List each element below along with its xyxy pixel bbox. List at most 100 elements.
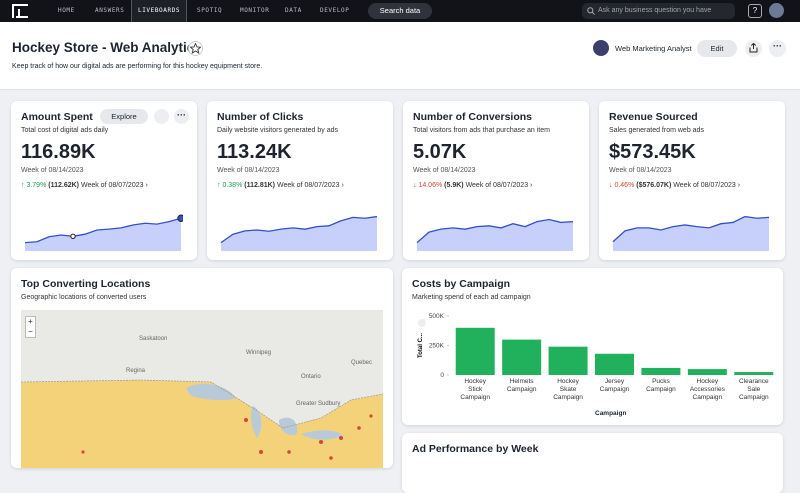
region-fill <box>21 380 383 468</box>
search-button[interactable]: Search data <box>368 3 432 19</box>
x-tick-label: Hockey Stick Campaign <box>460 378 491 401</box>
sparkline-area <box>417 219 573 251</box>
search-icon <box>587 7 595 15</box>
zoom-out[interactable]: − <box>28 327 33 336</box>
help-button[interactable]: ? <box>748 4 762 18</box>
kpi-title: Revenue Sourced <box>609 111 698 123</box>
pin-button[interactable] <box>154 109 169 124</box>
kpi-subtitle: Sales generated from web ads <box>609 127 704 134</box>
compare-week: Week of 08/07/2023 <box>276 182 340 189</box>
bar-chart: 0 250K 500K Total C... <box>418 313 774 379</box>
lake <box>186 383 236 401</box>
sparkline-line <box>612 215 770 243</box>
download-icon <box>418 319 426 327</box>
kpi-title: Number of Conversions <box>413 111 533 123</box>
more-button[interactable]: ··· <box>769 40 786 57</box>
lake <box>250 406 262 438</box>
kpi-value: 113.24K <box>217 141 292 163</box>
nav-item[interactable]: DEVELOP <box>320 7 350 14</box>
y-axis-title[interactable]: Total C... <box>418 333 424 358</box>
kpi-card: Amount Spent Total cost of digital ads da… <box>11 101 197 260</box>
y-tick-label: 500K <box>429 313 445 320</box>
edit-button[interactable]: Edit <box>697 40 737 57</box>
logo[interactable] <box>12 4 28 18</box>
sparkline <box>416 218 574 251</box>
costs-card: Costs by Campaign Marketing spend of eac… <box>402 268 783 425</box>
costs-title: Costs by Campaign <box>412 278 511 290</box>
favorite-button[interactable] <box>188 41 203 56</box>
zoom-controls: + − <box>25 316 36 338</box>
sparkline-area <box>25 218 181 251</box>
nav-item[interactable]: HOME <box>58 7 75 14</box>
kpi-change: ↓ 0.46% ($576.07K) Week of 08/07/2023 › <box>609 182 741 189</box>
kpi-title: Amount Spent <box>21 111 93 123</box>
place-label: Saskatoon <box>139 336 168 342</box>
ad-performance-card: Ad Performance by Week <box>402 433 783 493</box>
kpi-subtitle: Daily website visitors generated by ads <box>217 127 339 134</box>
x-axis-title[interactable]: Campaign <box>595 410 627 417</box>
lake <box>301 430 343 440</box>
kpi-title: Number of Clicks <box>217 111 304 123</box>
sparkline-area <box>221 216 377 251</box>
kpi-week: Week of 08/14/2023 <box>21 167 84 174</box>
sparkline-line <box>24 217 182 244</box>
kpi-card: Number of Clicks Daily website visitors g… <box>207 101 393 260</box>
map-title: Top Converting Locations <box>21 278 151 290</box>
nav-item[interactable]: MONITOR <box>240 7 270 14</box>
x-tick-label: Hockey Skate Campaign <box>553 378 583 401</box>
liveboard-description: Keep track of how our digital ads are pe… <box>12 63 263 70</box>
bar <box>595 353 634 375</box>
place-label: Regina <box>126 368 146 374</box>
kpi-week: Week of 08/14/2023 <box>413 167 476 174</box>
change-arrow: ↓ <box>413 182 419 189</box>
sparkline-line <box>220 215 378 244</box>
explore-button[interactable]: Explore <box>100 109 148 124</box>
nav-item[interactable]: LIVEBOARDS <box>131 0 188 22</box>
y-tick-label: 250K <box>429 343 445 350</box>
change-arrow: ↑ <box>217 182 223 189</box>
zoom-in[interactable]: + <box>28 317 33 326</box>
place-label: Greater Sudbury <box>296 401 341 407</box>
sparkline-line <box>416 218 574 244</box>
kpi-change: ↑ 3.79% (112.62K) Week of 08/07/2023 › <box>21 182 148 189</box>
share-button[interactable] <box>745 40 762 57</box>
ask-bar[interactable]: Ask any business question you have <box>582 3 735 19</box>
bar <box>734 372 774 375</box>
compare-week: Week of 08/07/2023 <box>465 182 529 189</box>
change-absolute: (5.9K) <box>444 182 464 189</box>
top-nav: HOME ANSWERS LIVEBOARDS SPOTIQ MONITOR DATA DE… <box>0 0 800 22</box>
kpi-week: Week of 08/14/2023 <box>609 167 672 174</box>
nav-item[interactable]: SPOTIQ <box>197 7 223 14</box>
x-tick-label: Jersey Campaign <box>599 378 630 393</box>
more-button[interactable]: ··· <box>174 109 189 124</box>
x-tick-label: Helmets Campaign <box>506 378 537 393</box>
user-avatar[interactable] <box>769 3 784 18</box>
kpi-change: ↑ 0.38% (112.81K) Week of 08/07/2023 › <box>217 182 344 189</box>
kpi-card: Revenue Sourced Sales generated from web … <box>599 101 785 260</box>
bar <box>455 327 495 375</box>
kpi-change: ↓ 14.06% (5.9K) Week of 08/07/2023 › <box>413 182 533 189</box>
x-tick-label: Hockey Accessories Campaign <box>689 378 725 401</box>
change-percent: 0.46% <box>614 182 635 189</box>
x-tick-label: Pucks Campaign <box>646 378 676 393</box>
liveboard-title: Hockey Store - Web Analytics <box>12 40 202 55</box>
sparkline-point <box>177 214 183 222</box>
border <box>21 379 383 429</box>
map-card: Top Converting Locations Geographic loca… <box>11 268 393 468</box>
map-shapes <box>21 379 383 468</box>
nav-item[interactable]: DATA <box>285 7 302 14</box>
compare-week: Week of 08/07/2023 <box>80 182 144 189</box>
author-name: Web Marketing Analyst <box>615 44 692 53</box>
bar <box>502 339 542 375</box>
change-percent: 0.38% <box>222 182 243 189</box>
bar <box>548 346 588 375</box>
star-icon <box>189 42 202 54</box>
ad-performance-title: Ad Performance by Week <box>412 443 539 455</box>
kpi-subtitle: Total visitors from ads that purchase an… <box>413 127 550 134</box>
change-absolute: (112.81K) <box>244 182 276 189</box>
kpi-value: $573.45K <box>609 141 696 163</box>
y-tick-label: 0 <box>440 372 444 379</box>
kpi-week: Week of 08/14/2023 <box>217 167 280 174</box>
nav-item[interactable]: ANSWERS <box>95 7 125 14</box>
